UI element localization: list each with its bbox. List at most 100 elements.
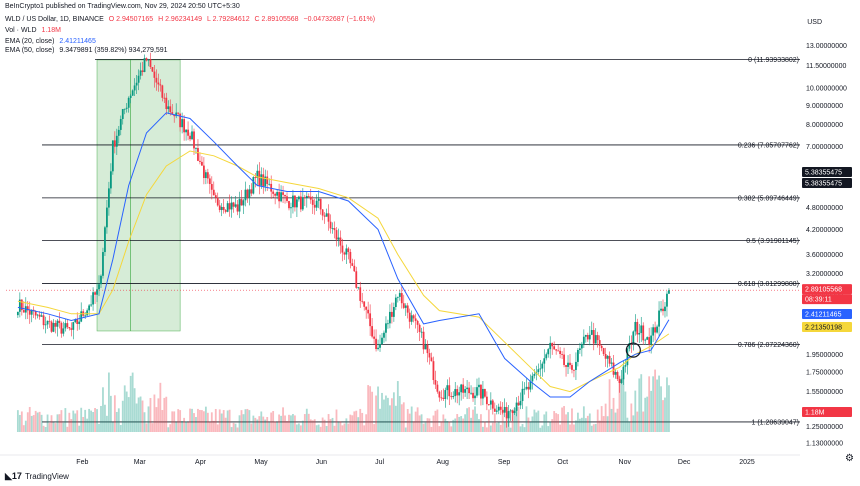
volume-bar [319,426,322,432]
volume-bar [307,413,310,432]
volume-bar [68,412,71,432]
volume-bar [38,411,41,432]
fib-label: 1 (1.28639047) [752,419,799,426]
volume-bar [131,372,134,432]
candle-body [44,324,47,326]
candle-body [577,349,579,362]
volume-bar [575,420,577,432]
volume-bar [228,409,231,432]
volume-bar [521,424,524,432]
volume-bar [159,382,162,432]
volume-bar [515,411,518,432]
volume-bar [309,419,312,432]
volume-bar [238,415,241,432]
volume-bar [400,404,403,432]
volume-bar [286,421,288,432]
candle-body [78,321,81,324]
candle-body [284,194,286,197]
candle-body [119,119,122,130]
candle-body [155,77,158,83]
price-tag [802,309,852,319]
candle-body [153,71,156,78]
candle-body [385,323,387,333]
volume-bar [82,416,85,432]
volume-bar [355,410,358,432]
volume-bar [480,414,482,432]
candle-body [511,410,514,414]
candle-body [173,114,176,117]
candle-body [349,251,352,264]
candle-body [301,197,304,210]
candle-body [28,310,31,315]
symbol-name: WLD / US Dollar, 1D, BINANCE [5,16,104,23]
volume-bar [588,413,591,432]
volume-bar [218,409,221,432]
x-tick-label: Jun [316,459,327,466]
volume-bar [208,421,211,432]
volume-bar [54,423,57,432]
candle-body [612,362,615,375]
ema20-legend[interactable]: EMA (20, close) 2.41211465 [5,38,99,45]
candle-body [495,410,498,412]
volume-bar [183,417,186,432]
candle-body [644,339,647,341]
candle-body [236,204,239,212]
candle-body [54,322,57,327]
candle-body [434,380,437,385]
volume-bar [305,408,308,432]
volume-bar [472,409,474,432]
gear-icon[interactable]: ⚙ [845,453,854,464]
x-tick-label: Sep [498,459,511,466]
volume-bar [432,415,435,432]
volume-bar [525,406,528,432]
volume-bar [210,412,213,432]
volume-bar [428,418,431,432]
volume-bar [143,412,146,432]
volume-legend[interactable]: Vol · WLD 1.18M [5,27,64,34]
volume-bar [252,415,255,432]
ema50-legend[interactable]: EMA (50, close) 9.3479891 (359.82%) 934,… [5,47,171,54]
volume-bar [32,415,35,432]
candle-body [72,322,75,330]
volume-bar [476,413,478,432]
candle-body [408,312,411,322]
candle-body [305,196,308,198]
candle-body [309,196,312,200]
candle-body [102,252,104,276]
volume-bar [303,414,306,432]
volume-bar [440,421,443,432]
volume-bar [250,423,253,432]
candle-body [353,265,356,272]
price-tag [802,284,852,295]
y-tick-label: 3.20000000 [806,271,843,278]
candle-body [416,320,419,325]
volume-bar [282,407,284,432]
volume-bar [624,391,627,432]
candle-body [381,337,383,345]
candle-body [147,59,150,61]
y-tick-label: 1.55000000 [806,389,843,396]
volume-bar [42,425,45,432]
volume-bar [58,414,61,432]
volume-bar [230,427,233,432]
currency-label[interactable]: USD [807,19,822,26]
volume-bar [482,426,484,432]
volume-bar [317,424,320,432]
candle-body [392,306,395,317]
volume-bar [258,416,261,432]
price-tag-label: 5.38355475 [805,181,842,188]
candle-body [571,365,573,370]
candle-body [175,112,178,117]
volume-bar [648,376,651,432]
volume-bar [379,408,381,432]
candle-body [365,306,368,310]
volume-bar [151,423,154,432]
candle-body [294,195,296,208]
high-value: H 2.96234149 [158,16,203,23]
volume-bar [660,386,662,432]
volume-bar [113,395,116,432]
y-tick-label: 1.25000000 [806,424,843,431]
candle-body [662,308,664,312]
symbol-legend[interactable]: WLD / US Dollar, 1D, BINANCE O 2.9450716… [5,16,378,23]
